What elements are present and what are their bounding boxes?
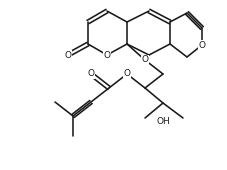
Text: O: O	[87, 70, 94, 79]
Text: OH: OH	[155, 117, 169, 126]
Text: O: O	[141, 55, 148, 64]
Text: O: O	[64, 50, 71, 59]
Text: O: O	[103, 50, 110, 59]
Text: O: O	[198, 40, 205, 49]
Text: O: O	[123, 70, 130, 79]
